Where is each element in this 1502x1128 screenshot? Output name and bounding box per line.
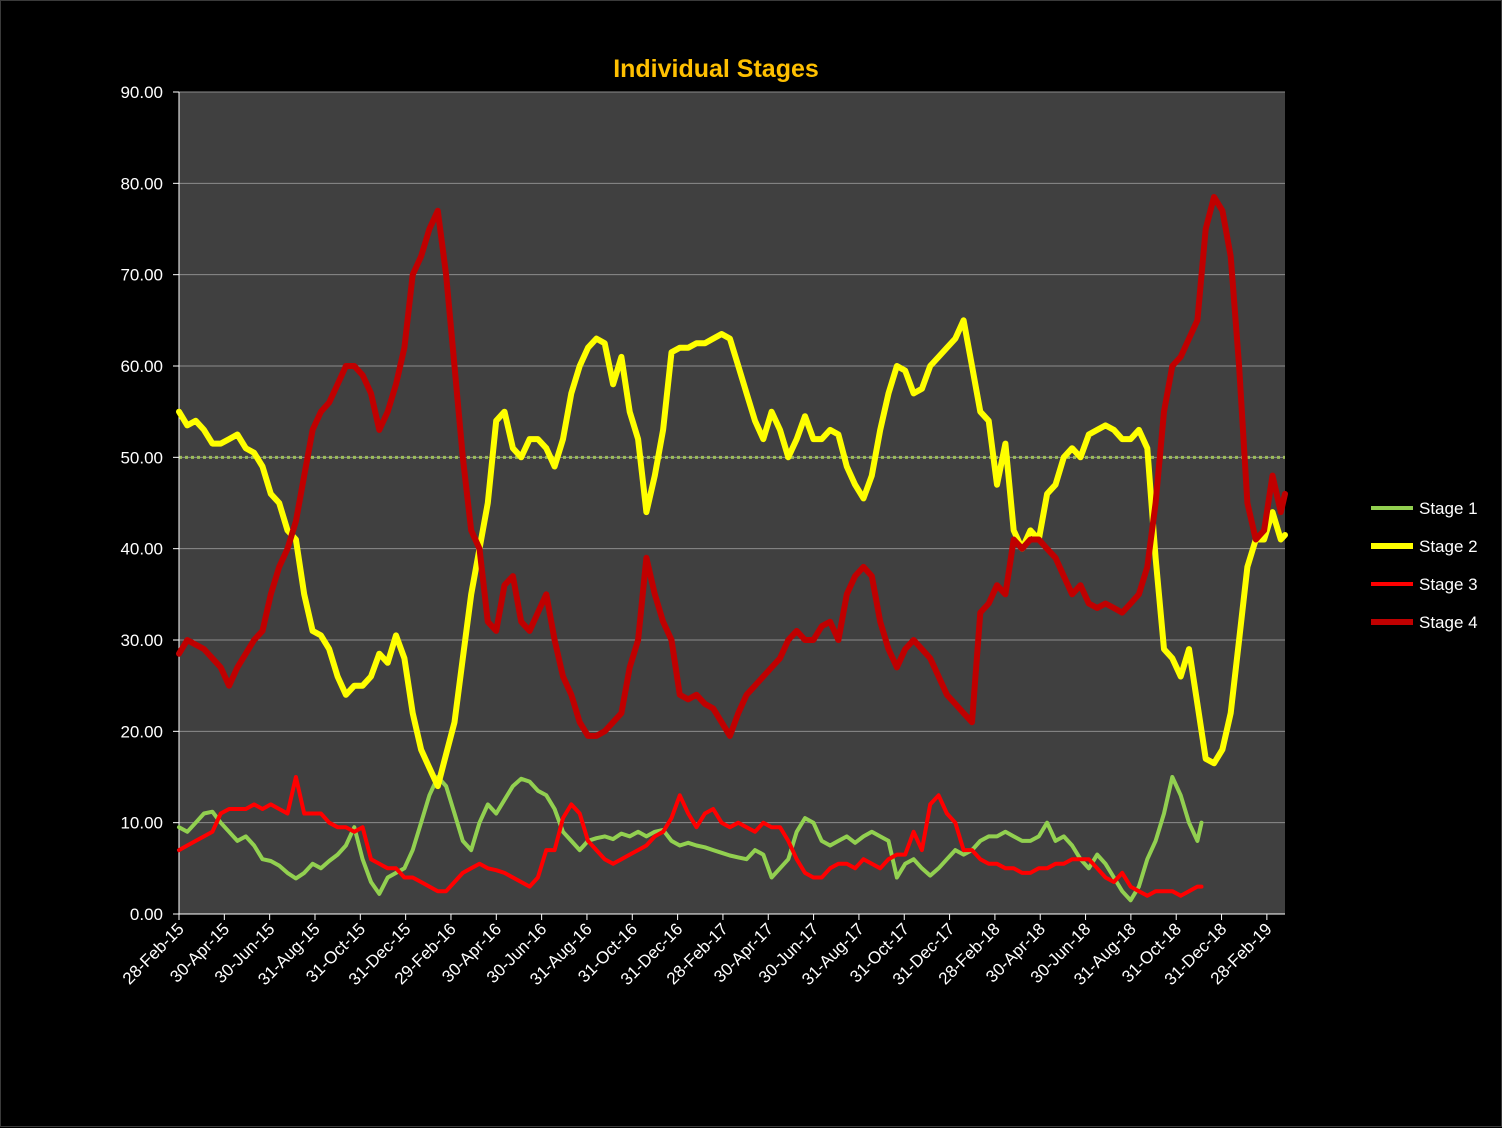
legend-label: Stage 4	[1419, 613, 1478, 632]
series-line-stage-3	[177, 775, 1204, 898]
series-line-stage-4	[176, 194, 1288, 739]
series-line-stage-1	[177, 775, 1204, 903]
y-tick-label: 40.00	[120, 540, 163, 559]
legend: Stage 1 Stage 2 Stage 3 Stage 4	[1371, 499, 1478, 632]
y-tick-label: 90.00	[120, 83, 163, 102]
y-tick-label: 30.00	[120, 631, 163, 650]
y-tick-label: 20.00	[120, 722, 163, 741]
y-tick-label: 50.00	[120, 448, 163, 467]
legend-label: Stage 2	[1419, 537, 1478, 556]
chart-title: Individual Stages	[613, 55, 819, 83]
y-tick-label: 60.00	[120, 357, 163, 376]
series-line-stage-2	[176, 317, 1288, 790]
y-tick-label: 0.00	[130, 905, 163, 924]
legend-label: Stage 1	[1419, 499, 1478, 518]
y-tick-label: 80.00	[120, 174, 163, 193]
y-tick-label: 10.00	[120, 814, 163, 833]
legend-label: Stage 3	[1419, 575, 1478, 594]
series-lines	[176, 194, 1288, 903]
y-tick-label: 70.00	[120, 266, 163, 285]
plot-area	[179, 92, 1285, 914]
